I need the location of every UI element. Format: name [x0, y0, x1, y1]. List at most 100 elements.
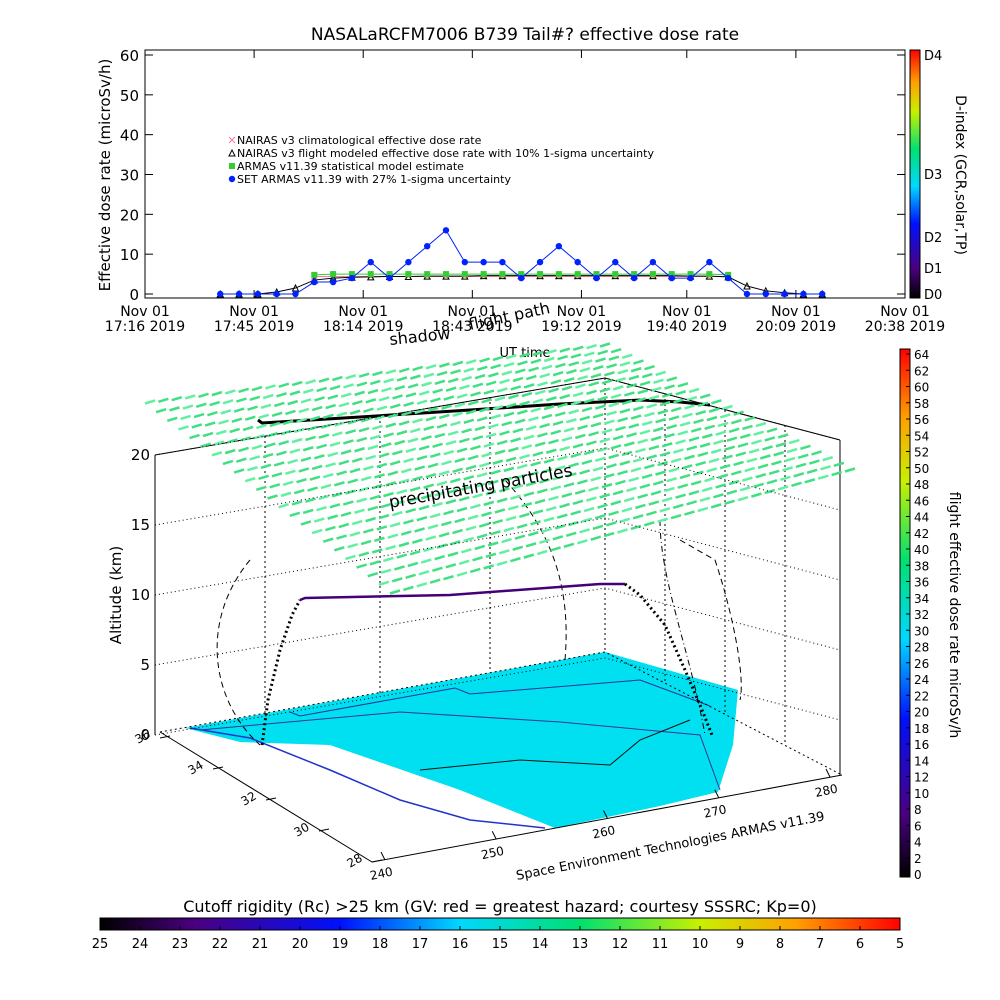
- particle-dash: [445, 440, 457, 446]
- particle-dash: [514, 418, 526, 424]
- particle-dash: [525, 481, 537, 487]
- particle-dash: [717, 473, 729, 479]
- particle-dash: [574, 489, 586, 495]
- particle-dash: [487, 479, 499, 486]
- particle-dash: [608, 453, 620, 460]
- particle-dash: [409, 427, 421, 434]
- particle-dash: [367, 388, 379, 395]
- data-point: [480, 258, 487, 266]
- particle-dash: [340, 449, 352, 455]
- particle-dash: [260, 463, 272, 470]
- particle-dash: [456, 571, 468, 577]
- particle-dash: [273, 401, 285, 408]
- particle-dash: [463, 536, 475, 543]
- dose-colorbar-title: flight effective dose rate microSv/h: [946, 492, 962, 738]
- particle-dash: [715, 430, 727, 436]
- particle-dash: [603, 531, 615, 538]
- particle-dash: [436, 480, 448, 487]
- particle-dash: [376, 462, 388, 469]
- particle-dash: [637, 388, 649, 395]
- data-point: [555, 243, 563, 250]
- particle-dash: [568, 361, 580, 367]
- particle-dash: [425, 415, 437, 422]
- colorbar-tick-label: 22: [914, 689, 929, 703]
- particle-dash: [590, 535, 602, 541]
- particle-dash: [668, 415, 680, 421]
- particle-dash: [485, 552, 497, 559]
- particle-dash: [333, 546, 345, 552]
- particle-dash: [320, 423, 332, 429]
- particle-dash: [744, 466, 756, 473]
- particle-dash: [481, 511, 492, 517]
- particle-dash: [601, 428, 613, 434]
- particle-dash: [322, 472, 334, 479]
- particle-dash: [436, 423, 448, 429]
- colorbar-tick-label: 23: [172, 937, 189, 952]
- particle-dash: [543, 356, 555, 363]
- lat-tick: [318, 828, 330, 832]
- particle-dash: [510, 557, 521, 563]
- particle-dash: [539, 372, 551, 379]
- particle-dash: [577, 479, 588, 485]
- particle-dash: [352, 400, 363, 406]
- particle-dash: [659, 451, 671, 457]
- particle-dash: [779, 475, 791, 482]
- particle-dash: [496, 497, 508, 504]
- particle-dash: [340, 511, 352, 517]
- particle-dash: [575, 383, 586, 389]
- x-tick-label: Nov 01 17:45 2019: [213, 304, 295, 335]
- particle-dash: [356, 381, 368, 387]
- particle-dash: [200, 442, 212, 448]
- z-grid-line: [154, 587, 841, 666]
- particle-dash: [666, 424, 678, 430]
- colorbar-tick-label: 22: [212, 937, 229, 952]
- particle-dash: [532, 509, 544, 515]
- particle-dash: [362, 528, 374, 534]
- particle-dash: [293, 489, 305, 495]
- particle-dash: [309, 415, 321, 422]
- particle-dash: [184, 394, 196, 400]
- data-point: [461, 271, 468, 278]
- particle-dash: [630, 466, 642, 473]
- particle-dash: [412, 475, 423, 482]
- particle-dash: [432, 442, 443, 449]
- colorbar-tick-label: 54: [914, 429, 929, 443]
- particle-dash: [791, 481, 802, 488]
- particle-dash: [258, 413, 270, 419]
- particle-dash: [599, 342, 611, 348]
- particle-dash: [452, 467, 463, 473]
- particle-dash: [340, 392, 352, 398]
- particle-dash: [755, 421, 767, 428]
- particle-dash: [724, 499, 735, 505]
- particle-dash: [664, 433, 675, 439]
- data-point: [819, 290, 826, 298]
- particle-dash: [376, 405, 388, 411]
- particle-dash: [583, 506, 595, 513]
- particle-dash: [501, 537, 512, 544]
- particle-dash: [635, 397, 646, 403]
- particle-dash: [474, 482, 486, 488]
- particle-dash: [392, 394, 403, 400]
- data-point: [499, 271, 506, 278]
- particle-dash: [356, 497, 368, 503]
- particle-dash: [269, 421, 281, 428]
- particle-dash: [347, 478, 359, 484]
- particle-dash: [358, 551, 370, 557]
- particle-dash: [369, 379, 381, 386]
- particle-dash: [374, 473, 385, 479]
- colorbar-tick-label: 48: [914, 478, 929, 492]
- data-point: [574, 271, 581, 278]
- particle-dash: [670, 406, 682, 413]
- particle-dash: [336, 534, 347, 540]
- particle-dash: [436, 370, 448, 377]
- data-point: [442, 271, 449, 278]
- particle-dash: [675, 439, 686, 445]
- particle-dash: [585, 496, 597, 502]
- particle-dash: [706, 467, 718, 473]
- data-point: [687, 271, 694, 278]
- particle-dash: [307, 486, 319, 492]
- particle-dash: [289, 390, 301, 396]
- particle-dash: [264, 442, 276, 448]
- particle-dash: [193, 412, 205, 419]
- colorbar-tick-label: 14: [914, 754, 929, 768]
